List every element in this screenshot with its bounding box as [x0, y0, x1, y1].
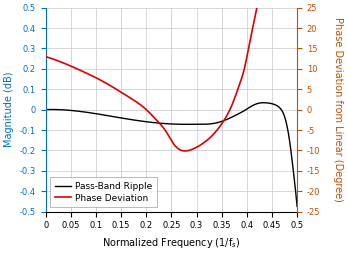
Phase Deviation — [141, 105, 145, 108]
Pass-Band Ripple — [290, 160, 294, 163]
Line: Pass-Band Ripple: Pass-Band Ripple — [46, 103, 297, 207]
Pass-Band Ripple — [151, 121, 155, 124]
Pass-Band Ripple — [262, 101, 266, 104]
Phase Deviation — [255, 6, 259, 9]
Phase Deviation — [146, 110, 151, 113]
Phase Deviation — [54, 59, 59, 62]
Y-axis label: Phase Deviation from Linear (Degree): Phase Deviation from Linear (Degree) — [333, 17, 343, 202]
Legend: Pass-Band Ripple, Phase Deviation: Pass-Band Ripple, Phase Deviation — [50, 177, 157, 207]
Pass-Band Ripple — [295, 205, 299, 208]
Pass-Band Ripple — [72, 109, 76, 112]
Phase Deviation — [249, 35, 253, 38]
X-axis label: Normalized Frequency (1/f$_s$): Normalized Frequency (1/f$_s$) — [102, 236, 241, 250]
Phase Deviation — [210, 134, 214, 137]
Pass-Band Ripple — [140, 120, 144, 123]
Pass-Band Ripple — [44, 108, 48, 111]
Pass-Band Ripple — [87, 111, 91, 114]
Phase Deviation — [44, 55, 48, 58]
Y-axis label: Magnitude (dB): Magnitude (dB) — [4, 72, 14, 147]
Line: Phase Deviation: Phase Deviation — [46, 8, 257, 151]
Phase Deviation — [249, 36, 253, 39]
Pass-Band Ripple — [263, 101, 267, 104]
Phase Deviation — [183, 149, 187, 152]
